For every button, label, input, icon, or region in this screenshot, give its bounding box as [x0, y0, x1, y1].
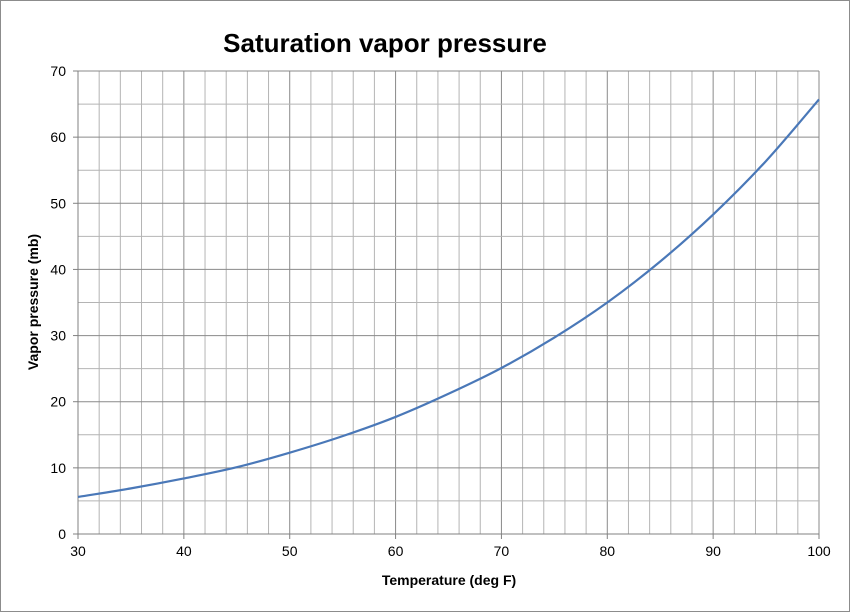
- x-tick-label: 90: [705, 543, 721, 559]
- x-tick-label: 100: [807, 543, 831, 559]
- series-layer: [77, 98, 820, 499]
- axes: [73, 70, 820, 539]
- x-tick-labels: 30 40 50 60 70 80 90 100: [70, 543, 831, 559]
- y-axis-label: Vapor pressure (mb): [25, 234, 41, 370]
- x-tick-label: 60: [388, 543, 404, 559]
- y-tick-label: 10: [50, 460, 66, 476]
- x-tick-label: 70: [494, 543, 510, 559]
- grid: [77, 70, 820, 535]
- series-line: [77, 98, 820, 499]
- y-tick-label: 20: [50, 394, 66, 410]
- y-tick-label: 50: [50, 195, 66, 211]
- y-tick-label: 60: [50, 129, 66, 145]
- y-tick-label: 40: [50, 261, 66, 277]
- x-tick-label: 50: [282, 543, 298, 559]
- y-tick-label: 70: [50, 63, 66, 79]
- x-axis-label: Temperature (deg F): [382, 572, 516, 588]
- x-tick-label: 80: [599, 543, 615, 559]
- x-tick-label: 30: [70, 543, 86, 559]
- x-tick-label: 40: [176, 543, 192, 559]
- chart-title: Saturation vapor pressure: [223, 28, 547, 58]
- y-tick-label: 30: [50, 328, 66, 344]
- y-tick-labels: 0 10 20 30 40 50 60 70: [50, 63, 66, 542]
- y-tick-label: 0: [58, 526, 66, 542]
